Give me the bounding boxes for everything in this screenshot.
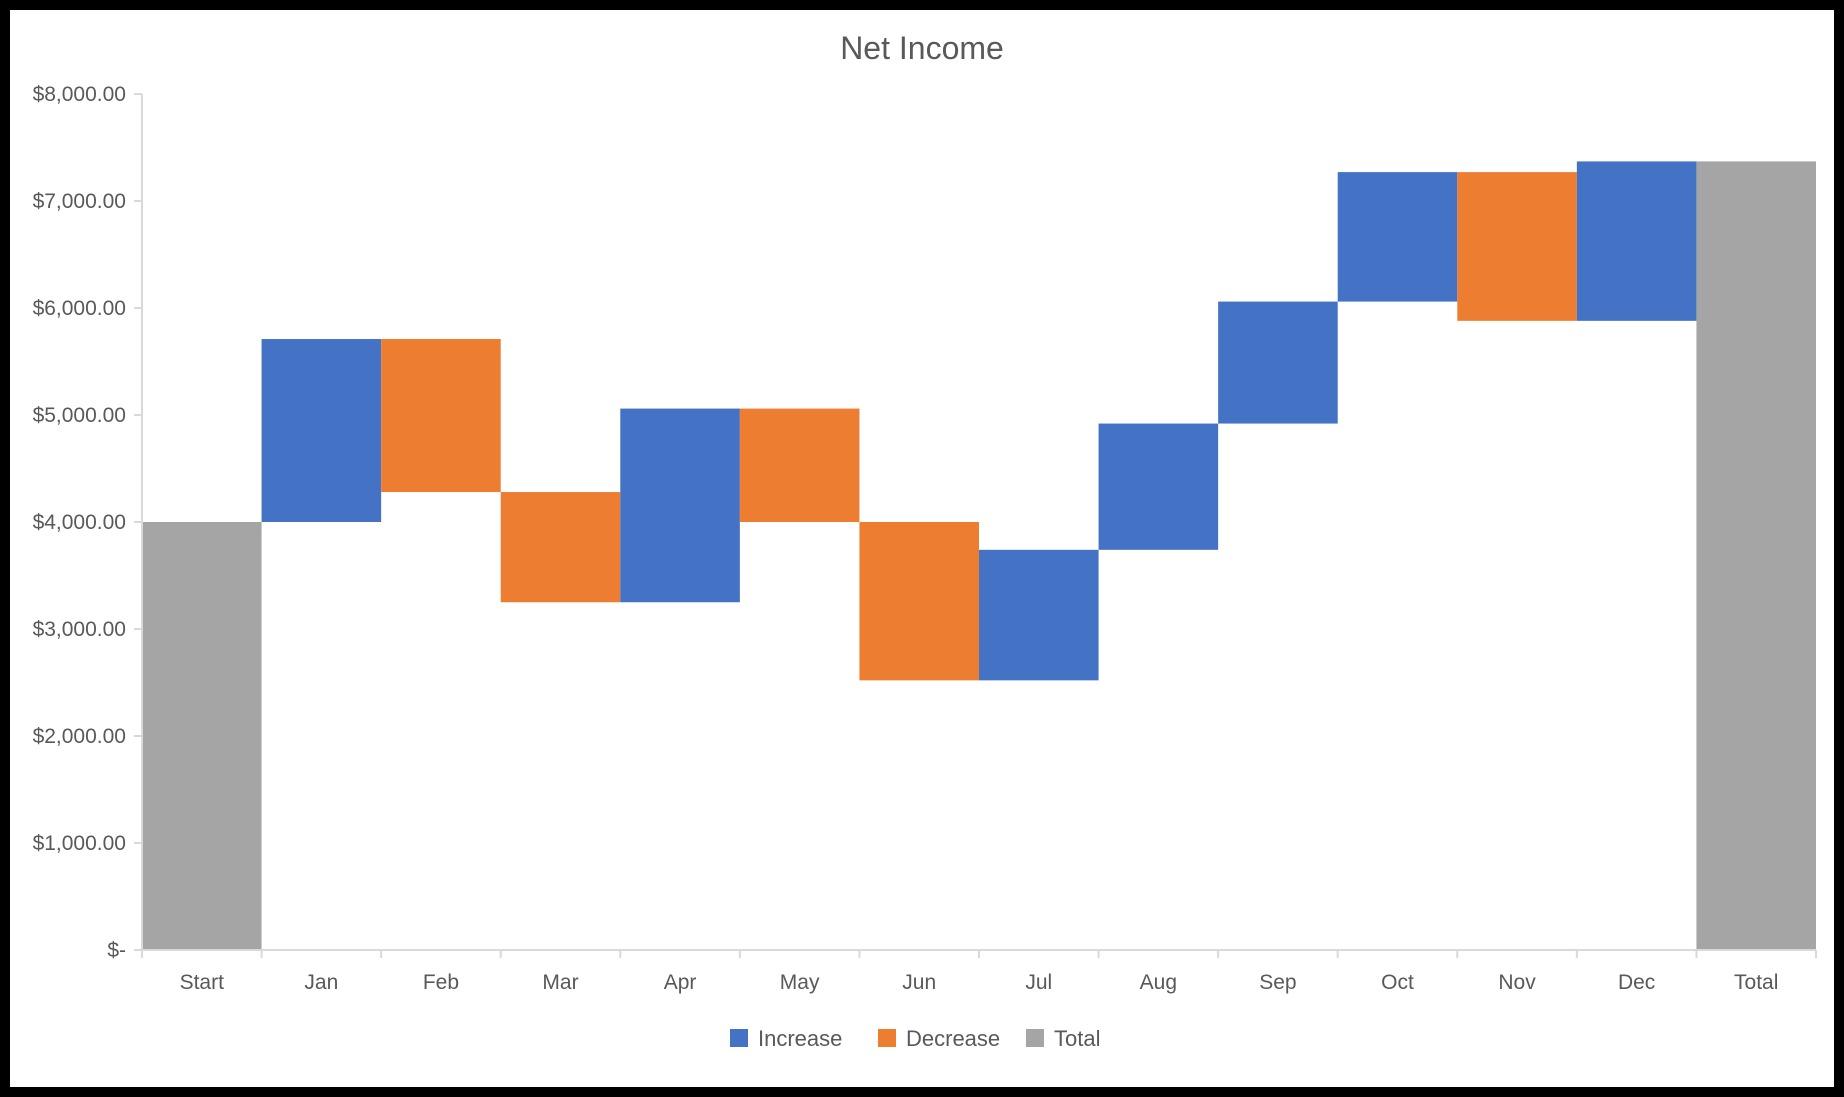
legend-label-decrease: Decrease xyxy=(906,1026,1000,1051)
x-tick-label: Mar xyxy=(542,971,578,994)
legend-label-increase: Increase xyxy=(758,1026,842,1051)
x-tick-label: Oct xyxy=(1381,971,1414,994)
x-tick-label: Sep xyxy=(1259,971,1296,994)
y-tick-label: $6,000.00 xyxy=(33,297,126,320)
x-tick-label: Jan xyxy=(304,971,338,994)
bar-total xyxy=(1696,161,1816,950)
x-tick-label: Total xyxy=(1734,971,1778,994)
x-tick-label: Dec xyxy=(1618,971,1655,994)
y-tick-label: $8,000.00 xyxy=(33,83,126,106)
bar-oct xyxy=(1337,172,1458,302)
axes: $- $1,000.00 $2,000.00 $3,000.00 $4,000.00 $5… xyxy=(33,83,1817,994)
y-tick-label: $7,000.00 xyxy=(33,190,126,213)
bar-start xyxy=(142,522,262,950)
chart-title: Net Income xyxy=(840,30,1004,66)
x-tick-label: Jun xyxy=(902,971,936,994)
x-tick-label: Aug xyxy=(1140,971,1177,994)
legend: Increase Decrease Total xyxy=(730,1026,1100,1051)
y-tick-label: $1,000.00 xyxy=(33,832,126,855)
x-tick-label: Feb xyxy=(423,971,459,994)
bar-aug xyxy=(1098,423,1219,550)
y-tick-label: $2,000.00 xyxy=(33,725,126,748)
bar-jan xyxy=(261,339,382,522)
x-tick-label: Nov xyxy=(1498,971,1536,994)
bar-apr xyxy=(620,408,740,603)
bar-nov xyxy=(1457,172,1577,321)
bar-sep xyxy=(1218,301,1338,424)
y-tick-label: $5,000.00 xyxy=(33,404,126,427)
legend-swatch-increase xyxy=(730,1029,748,1047)
legend-swatch-decrease xyxy=(878,1029,896,1047)
bar-feb xyxy=(381,339,501,493)
bar-mar xyxy=(500,492,621,603)
x-tick-label: Apr xyxy=(664,971,697,994)
bar-dec xyxy=(1576,161,1697,321)
plot-area xyxy=(142,161,1816,950)
x-tick-label: Jul xyxy=(1025,971,1052,994)
x-tick-label: May xyxy=(780,971,820,994)
y-tick-label: $- xyxy=(107,939,126,962)
legend-swatch-total xyxy=(1026,1029,1044,1047)
x-tick-label: Start xyxy=(180,971,225,994)
y-tick-label: $3,000.00 xyxy=(33,618,126,641)
bar-jun xyxy=(859,522,979,681)
y-tick-label: $4,000.00 xyxy=(33,511,126,534)
bar-may xyxy=(739,408,860,522)
legend-label-total: Total xyxy=(1054,1026,1100,1051)
bar-jul xyxy=(979,549,1099,681)
